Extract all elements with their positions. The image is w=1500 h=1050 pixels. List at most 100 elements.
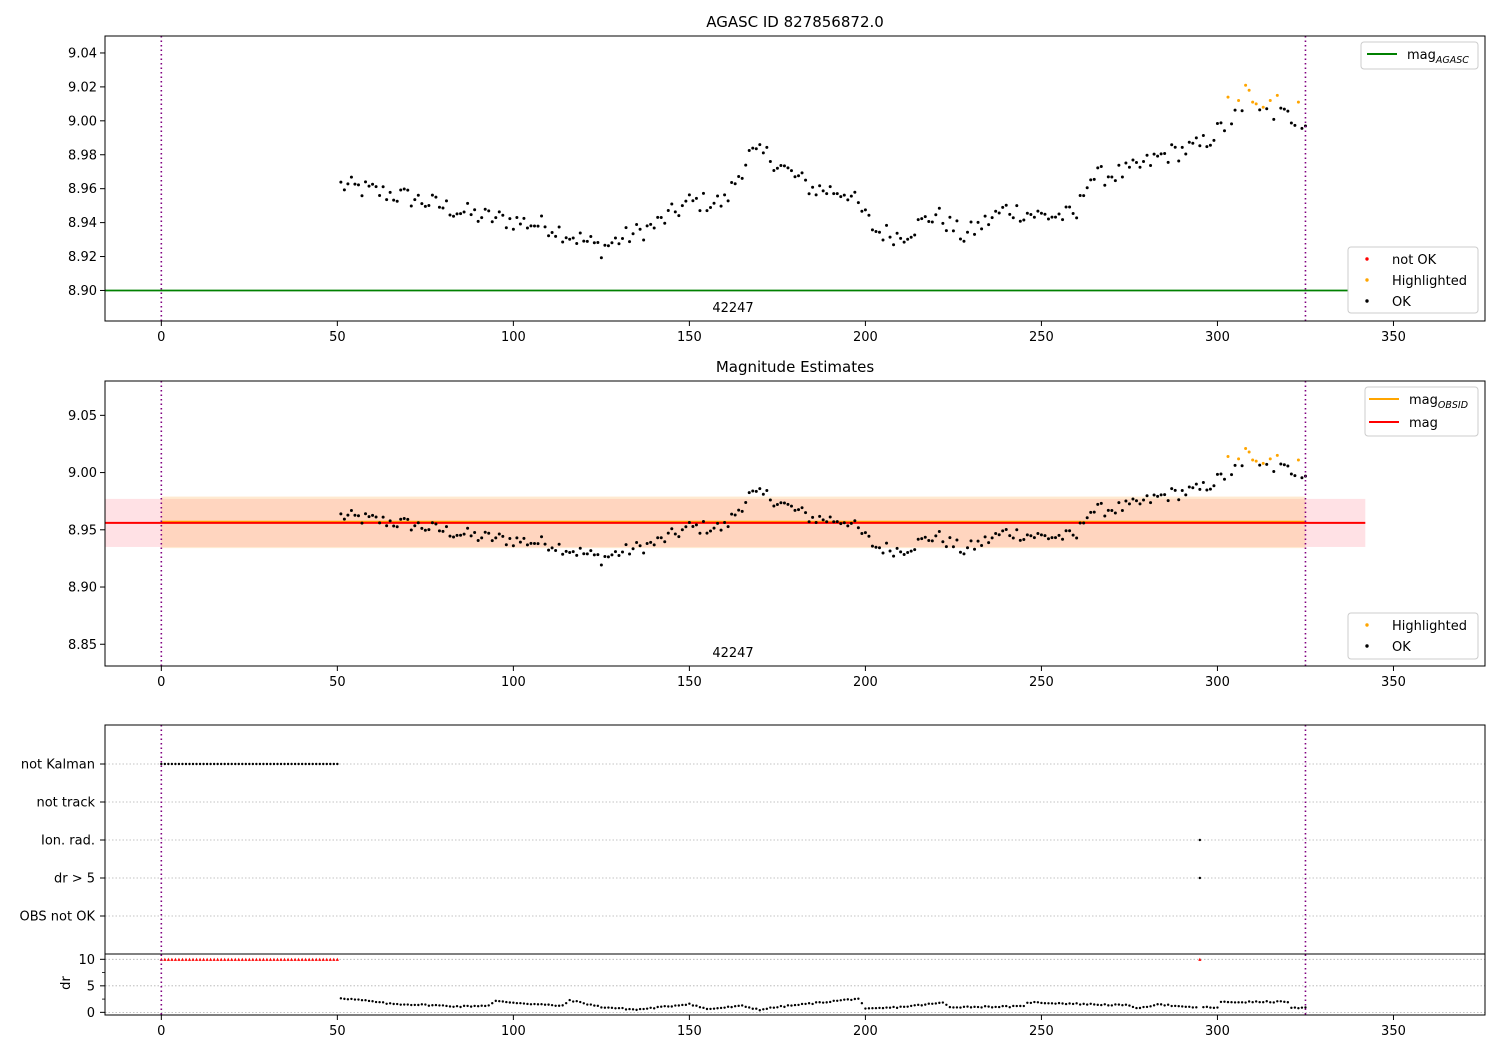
dr-point: [702, 1006, 705, 1010]
ok-point: [1022, 218, 1026, 222]
ok-point: [958, 237, 962, 241]
ok-point: [1159, 493, 1163, 497]
dr-point: [1191, 1006, 1195, 1009]
ok-point: [1099, 165, 1103, 169]
ok-point: [1043, 534, 1047, 538]
dr-point: [466, 1004, 469, 1008]
ok-point: [532, 542, 536, 546]
ok-point: [504, 543, 508, 547]
dr-capped-point: [173, 957, 178, 961]
ok-point: [899, 236, 903, 240]
ok-point: [1096, 502, 1100, 506]
ok-point: [701, 191, 705, 195]
ok-point: [1159, 152, 1163, 156]
dr-point: [980, 1006, 983, 1009]
dr-point: [1205, 1005, 1209, 1009]
ok-point: [1166, 160, 1170, 164]
dr-capped-point: [279, 957, 283, 961]
ok-point: [1215, 472, 1219, 476]
ok-point: [1187, 485, 1191, 489]
p1-ytick-label: 8.94: [68, 216, 97, 231]
ok-point: [849, 194, 853, 198]
ok-point: [469, 213, 473, 217]
ok-point: [444, 525, 448, 529]
ok-point: [786, 166, 790, 170]
ok-point: [1011, 216, 1015, 220]
dr-point: [1286, 1001, 1290, 1004]
dr-point: [1029, 1001, 1033, 1005]
ok-point: [635, 541, 639, 545]
ok-point: [525, 543, 529, 547]
ok-point: [723, 521, 727, 525]
ok-point: [1039, 211, 1043, 215]
flag-point: [307, 762, 311, 766]
dr-point: [508, 1001, 512, 1004]
ok-point: [522, 216, 526, 220]
ok-point: [944, 545, 948, 549]
ok-point: [1205, 488, 1209, 492]
ok-point: [540, 214, 544, 218]
dr-point: [621, 1006, 624, 1010]
ok-point: [673, 210, 677, 214]
flag-point: [329, 762, 332, 766]
dr-point: [1064, 1002, 1068, 1006]
dr-point: [1093, 1003, 1096, 1006]
dr-point: [1283, 1000, 1286, 1004]
ok-point: [747, 491, 751, 495]
dr-point: [684, 1003, 688, 1007]
dr-point: [769, 1006, 772, 1009]
dr-point: [343, 997, 346, 1001]
ok-point: [1142, 159, 1146, 163]
dr-point: [1040, 1001, 1043, 1005]
ok-point: [828, 185, 832, 189]
ok-point: [1142, 498, 1146, 502]
ok-point: [409, 528, 413, 532]
dr-point: [952, 1006, 955, 1009]
ok-point: [804, 178, 808, 182]
ok-point: [371, 513, 375, 517]
ok-point: [536, 542, 540, 546]
ok-point: [976, 220, 980, 224]
dr-capped-point: [244, 957, 248, 961]
highlighted-point: [1296, 458, 1300, 462]
dr-point: [364, 999, 367, 1002]
ok-point: [459, 212, 463, 216]
ok-point: [1198, 487, 1202, 491]
dr-capped-point: [180, 957, 185, 961]
ok-point: [786, 502, 790, 506]
dr-point: [716, 1007, 719, 1010]
highlighted-point: [1275, 453, 1279, 457]
dr-point: [895, 1006, 899, 1010]
dr-point: [973, 1005, 976, 1009]
ok-point: [1152, 152, 1156, 156]
ok-point: [420, 526, 424, 530]
ok-point: [1293, 123, 1297, 127]
ok-point: [849, 521, 853, 525]
dr-point: [762, 1008, 765, 1011]
ok-point: [497, 210, 501, 214]
dr-point: [572, 1000, 575, 1003]
ok-point: [1004, 203, 1008, 207]
dr-point: [357, 998, 360, 1001]
ok-point: [1061, 218, 1065, 222]
ok-point: [592, 553, 596, 557]
dr-point: [1114, 1003, 1117, 1006]
dr-point: [353, 998, 357, 1001]
ok-point: [698, 209, 702, 213]
dr-point: [853, 997, 857, 1001]
ok-point: [712, 201, 716, 205]
dr-point: [976, 1005, 980, 1009]
ok-point: [1279, 462, 1283, 466]
dr-capped-point: [223, 957, 227, 961]
dr-point: [360, 999, 364, 1002]
ok-point: [353, 182, 357, 186]
ok-point: [976, 539, 980, 543]
ok-point: [416, 193, 420, 197]
ok-point: [835, 192, 839, 196]
ok-point: [811, 515, 815, 519]
ok-point: [466, 201, 470, 205]
dr-point: [1008, 1006, 1011, 1009]
ok-point: [568, 237, 572, 241]
dr-point: [934, 1002, 938, 1005]
ok-point: [349, 509, 353, 513]
